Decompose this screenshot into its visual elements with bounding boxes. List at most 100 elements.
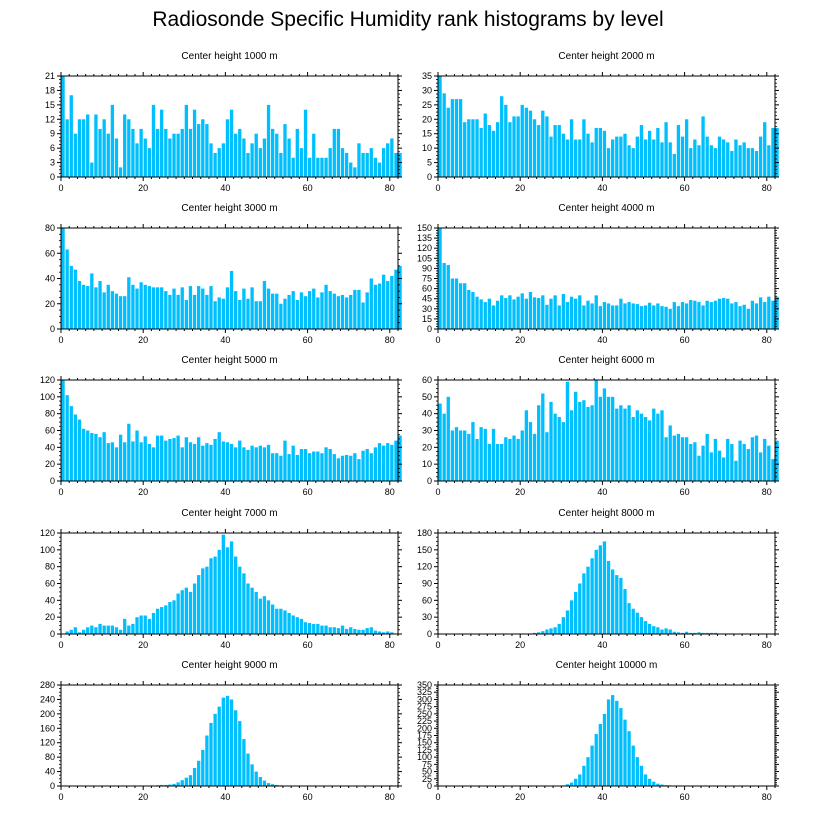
y-tick-label: 125	[417, 745, 432, 755]
histogram-bar	[639, 306, 644, 329]
histogram-bar	[582, 305, 586, 329]
histogram-bar	[328, 449, 332, 481]
histogram-bar	[349, 455, 353, 481]
histogram-bar	[160, 784, 164, 786]
histogram-bar	[553, 295, 557, 329]
histogram-bar	[442, 93, 446, 177]
histogram-bar	[316, 297, 320, 329]
histogram-bar	[668, 142, 672, 177]
histogram-bar	[656, 627, 660, 634]
histogram-bar	[623, 589, 627, 634]
histogram-bar	[647, 778, 652, 786]
panel-title: Center height 9000 m	[181, 660, 277, 671]
histogram-bar	[479, 299, 483, 329]
histogram-bar	[275, 453, 279, 481]
histogram-bar	[664, 306, 668, 329]
histogram-bar	[180, 780, 184, 786]
histogram-bar	[246, 753, 250, 786]
histogram-bar	[238, 566, 242, 634]
histogram-bar	[151, 287, 156, 329]
histogram-bar	[463, 122, 467, 177]
histogram-bar	[569, 600, 574, 634]
histogram-bar	[639, 617, 644, 634]
histogram-bar	[180, 447, 184, 481]
histogram-bar	[660, 306, 664, 329]
panel-title: Center height 6000 m	[558, 355, 654, 366]
histogram-bar	[545, 629, 549, 634]
histogram-bar	[361, 302, 365, 329]
histogram-bar	[438, 76, 442, 177]
histogram-bar	[557, 417, 561, 481]
y-tick-label: 9	[50, 129, 55, 139]
y-tick-label: 350	[417, 680, 432, 690]
histogram-bar	[611, 139, 615, 177]
histogram-bar	[611, 569, 615, 634]
histogram-bar	[192, 294, 197, 329]
y-tick-label: 40	[45, 274, 55, 284]
histogram-bar	[709, 452, 713, 481]
histogram-bar	[569, 410, 574, 481]
histogram-bar	[320, 157, 324, 177]
y-tick-label: 35	[422, 71, 432, 81]
histogram-bar	[201, 445, 205, 481]
histogram-bar	[758, 452, 763, 481]
histogram-bar	[266, 104, 271, 177]
histogram-bar	[90, 273, 94, 329]
histogram-bar	[254, 133, 258, 177]
histogram-bar	[299, 292, 304, 329]
histogram-bar	[275, 293, 279, 329]
histogram-bar	[102, 292, 106, 329]
figure-title: Radiosonde Specific Humidity rank histog…	[152, 8, 664, 31]
histogram-bar	[652, 408, 656, 481]
histogram-bar	[229, 109, 234, 177]
y-tick-label: 60	[45, 426, 55, 436]
histogram-bar	[615, 136, 619, 177]
histogram-bar	[336, 628, 341, 634]
histogram-bar	[69, 406, 73, 481]
histogram-bar	[118, 434, 123, 481]
y-tick-label: 20	[45, 299, 55, 309]
histogram-bar	[763, 302, 767, 329]
histogram-bar	[246, 449, 250, 481]
histogram-bar	[205, 294, 209, 329]
histogram-bar	[299, 148, 304, 177]
x-tick-label: 20	[138, 487, 148, 497]
histogram-bar	[701, 116, 705, 177]
histogram-bar	[312, 133, 316, 177]
histogram-bar	[475, 119, 479, 177]
histogram-bar	[742, 142, 746, 177]
histogram-bar	[316, 623, 320, 634]
histogram-bar	[86, 430, 90, 481]
histogram-bar	[324, 625, 328, 634]
histogram-bar	[458, 283, 463, 329]
histogram-bar	[209, 143, 213, 177]
histogram-bar	[180, 590, 184, 634]
histogram-bar	[369, 148, 373, 177]
histogram-bar	[213, 713, 217, 786]
histogram-bar	[106, 284, 110, 329]
x-tick-label: 60	[303, 640, 313, 650]
histogram-bar	[656, 413, 660, 481]
histogram-bar	[553, 125, 557, 177]
y-tick-label: 0	[427, 629, 432, 639]
histogram-bar	[746, 148, 750, 177]
histogram-bar	[619, 708, 623, 786]
histogram-bar	[615, 700, 619, 786]
histogram-bar	[324, 157, 328, 177]
histogram-bar	[340, 625, 345, 634]
histogram-bar	[295, 128, 299, 177]
histogram-bar	[254, 591, 258, 634]
histogram-bar	[619, 136, 623, 177]
histogram-bar	[615, 305, 619, 329]
histogram-bar	[631, 745, 635, 786]
histogram-bar	[320, 453, 324, 481]
histogram-bar	[225, 287, 230, 329]
histogram-bar	[705, 632, 709, 634]
histogram-bar	[188, 591, 193, 634]
histogram-bar	[631, 608, 635, 634]
histogram-bar	[221, 697, 225, 786]
histogram-bar	[164, 128, 168, 177]
histogram-bar	[110, 442, 115, 481]
histogram-bar	[295, 454, 299, 481]
histogram-bar	[353, 167, 357, 177]
